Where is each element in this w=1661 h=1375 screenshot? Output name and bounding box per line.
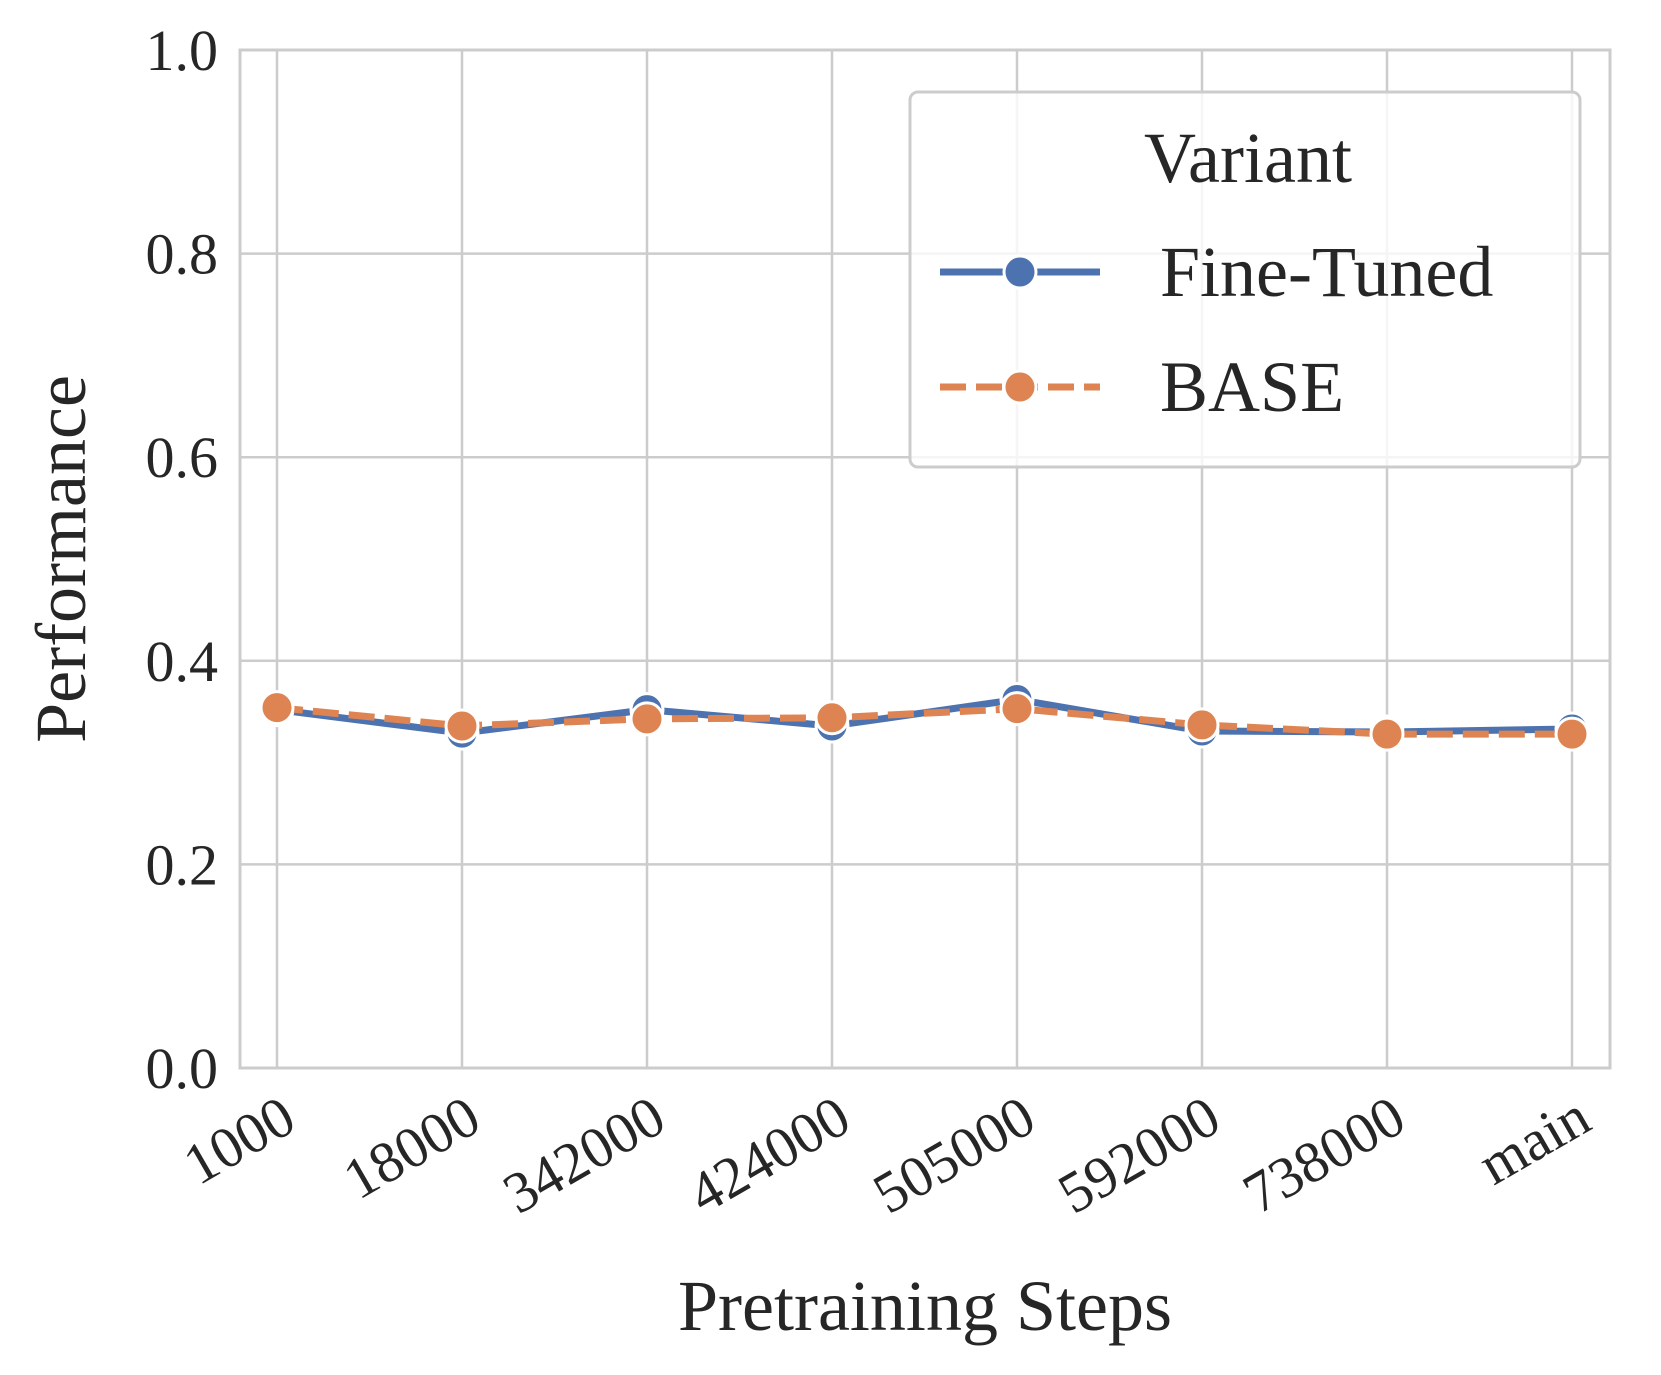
legend-label: BASE xyxy=(1160,347,1344,427)
x-tick-label: 592000 xyxy=(1047,1083,1230,1226)
y-tick-label: 0.4 xyxy=(146,629,219,694)
data-point xyxy=(629,701,665,737)
x-tick-labels: 1000 18000 342000 424000 505000 592000 738000 m… xyxy=(173,1083,1601,1226)
series-line xyxy=(276,704,1572,738)
legend-marker xyxy=(1002,254,1038,290)
legend-entry: Fine-Tuned xyxy=(940,232,1493,312)
x-tick-label: 424000 xyxy=(677,1083,860,1226)
plot-frame xyxy=(238,48,1612,1070)
y-tick-label: 0.0 xyxy=(146,1036,219,1101)
y-tick-label: 1.0 xyxy=(146,18,219,83)
x-tick-label: 738000 xyxy=(1232,1083,1415,1226)
series-layer xyxy=(259,681,1590,752)
series-base xyxy=(259,690,1590,752)
data-point xyxy=(444,708,480,744)
legend-entry: BASE xyxy=(940,347,1344,427)
data-point xyxy=(999,691,1035,727)
y-axis-label: Performance xyxy=(21,375,101,743)
legend-title: Variant xyxy=(1144,118,1352,198)
data-point xyxy=(1554,716,1590,752)
legend-entries: Fine-Tuned BASE xyxy=(940,232,1493,427)
x-tick-label: main xyxy=(1468,1083,1601,1197)
x-axis-label: Pretraining Steps xyxy=(678,1266,1172,1346)
data-point xyxy=(1184,707,1220,743)
x-tick-label: 505000 xyxy=(862,1083,1045,1226)
x-tick-label: 18000 xyxy=(332,1083,490,1212)
data-point xyxy=(259,690,295,726)
legend: Variant Fine-Tuned BASE xyxy=(908,90,1582,469)
y-tick-label: 0.2 xyxy=(146,832,219,897)
legend-marker xyxy=(1002,369,1038,405)
y-tick-labels: 0.0 0.2 0.4 0.6 0.8 1.0 xyxy=(146,18,219,1101)
x-tick-label: 342000 xyxy=(492,1083,675,1226)
y-tick-label: 0.6 xyxy=(146,425,219,490)
y-tick-label: 0.8 xyxy=(146,222,219,287)
data-point xyxy=(814,700,850,736)
legend-box xyxy=(908,90,1582,469)
data-point xyxy=(1369,716,1405,752)
legend-label: Fine-Tuned xyxy=(1160,232,1493,312)
